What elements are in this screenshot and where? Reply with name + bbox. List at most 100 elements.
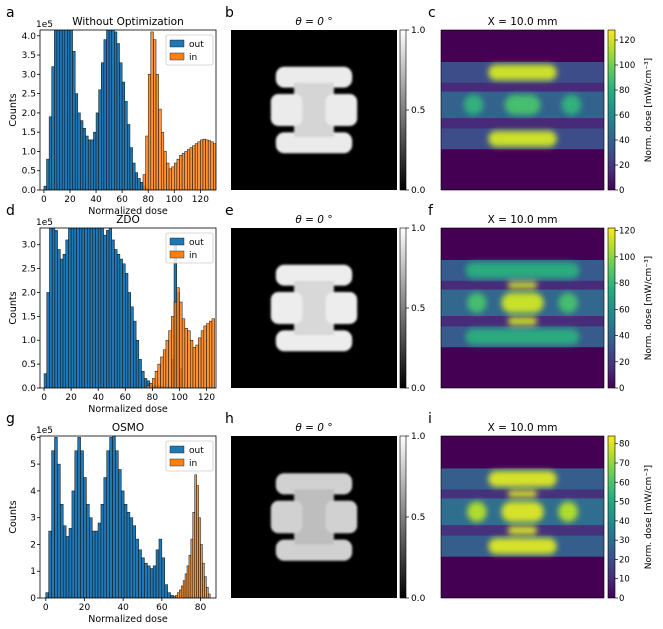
x-tick-label: 40 [92, 393, 104, 403]
bar-out [115, 450, 119, 598]
bar-in [190, 339, 194, 388]
bar-in [162, 349, 167, 388]
bar-in [208, 593, 211, 598]
bar-in [160, 356, 164, 388]
colorbar [607, 435, 616, 599]
bar-out [129, 147, 133, 190]
bar-out [97, 522, 102, 598]
bar-out [60, 504, 64, 598]
colorbar-tick-label: 20 [619, 555, 630, 565]
dose-image [441, 30, 604, 190]
legend-swatch-out [169, 237, 185, 246]
colorbar [607, 29, 616, 191]
bar-in [182, 580, 186, 598]
colorbar-tick-label: 20 [619, 161, 630, 171]
dose-band [441, 347, 604, 388]
dose-band [441, 436, 604, 469]
colorbar-tick-label: 60 [619, 305, 630, 315]
bar-out [65, 239, 69, 388]
legend-label-out: out [189, 40, 204, 50]
bar-in [198, 337, 202, 388]
bar-in [152, 378, 156, 388]
bar-in [192, 512, 195, 598]
bar-in [184, 328, 188, 388]
bar-in [163, 151, 167, 190]
x-tick-label: 40 [117, 603, 129, 613]
colorbar-tick-label: 70 [619, 459, 630, 469]
bar-out [80, 120, 84, 190]
bar-out [62, 254, 66, 388]
dose-hotspots [463, 64, 582, 147]
colorbar-tick-label: 60 [619, 111, 630, 121]
y-tick-label: 5 [30, 460, 36, 470]
bar-out [118, 469, 122, 598]
bar-out [106, 450, 110, 598]
dose-hotspot [507, 490, 538, 498]
bar-in [194, 474, 197, 598]
dose-band [441, 118, 604, 129]
colorbar-tick-label: 30 [619, 536, 630, 546]
dose-hotspot [488, 64, 557, 81]
bar-out [68, 528, 73, 598]
bar-out [84, 228, 88, 388]
bar-out [137, 178, 141, 190]
bar-out [144, 562, 148, 598]
colorbar [399, 435, 407, 599]
bar-in [176, 287, 180, 388]
bar-out [54, 30, 58, 190]
bar-out [135, 339, 140, 388]
panel-label: c [428, 5, 436, 21]
bar-in [181, 318, 186, 388]
x-axis-label: Normalized dose [88, 404, 168, 415]
bar-out [56, 30, 60, 190]
x-tick-label: 60 [116, 195, 128, 205]
bar-out [103, 234, 107, 388]
bar-in [204, 576, 207, 598]
bar-in [155, 74, 159, 190]
bar-in [206, 587, 209, 598]
bar-in [192, 145, 196, 190]
bar-out [60, 258, 64, 388]
x-tick-label: 0 [41, 393, 47, 403]
bar-out [111, 239, 115, 388]
bar-out [116, 254, 121, 388]
bar-out [103, 477, 107, 598]
bar-in [145, 135, 149, 190]
dose-hotspot [465, 328, 580, 345]
bar-out [83, 477, 87, 598]
dose-image [441, 228, 604, 388]
bar-out [135, 538, 139, 598]
dose-hotspot [465, 262, 580, 279]
colorbar-tick-label: 0 [619, 594, 624, 604]
bar-in [205, 139, 209, 190]
bar-in [200, 544, 203, 598]
histogram-title: Without Optimization [72, 16, 184, 28]
bar-in [197, 141, 201, 190]
right-lobe [325, 292, 358, 324]
colorbar-tick-label: 0.0 [411, 384, 426, 394]
bar-out [51, 228, 56, 388]
bottom-bar [275, 539, 353, 561]
colorbar-tick-label: 1.0 [411, 432, 426, 442]
panel-label: i [428, 411, 432, 427]
dose-band [441, 82, 604, 93]
bar-out [77, 112, 81, 190]
image-title: θ = 0 ° [295, 214, 332, 226]
bar-out [109, 437, 113, 598]
bar-out [95, 228, 99, 388]
bar-out [49, 228, 53, 388]
dose-hotspot [558, 292, 578, 313]
y-tick-label: 1.0 [22, 336, 37, 346]
colorbar [399, 29, 407, 191]
bar-in [192, 347, 196, 388]
bar-in [179, 155, 183, 190]
dose-hotspot [507, 317, 538, 326]
colorbar [607, 227, 616, 389]
bar-in [203, 325, 207, 388]
bar-in [226, 175, 229, 190]
bar-in [200, 330, 205, 388]
bar-out [141, 371, 145, 388]
bar-out [85, 135, 89, 190]
bar-in [160, 131, 165, 190]
bar-out [80, 450, 84, 598]
